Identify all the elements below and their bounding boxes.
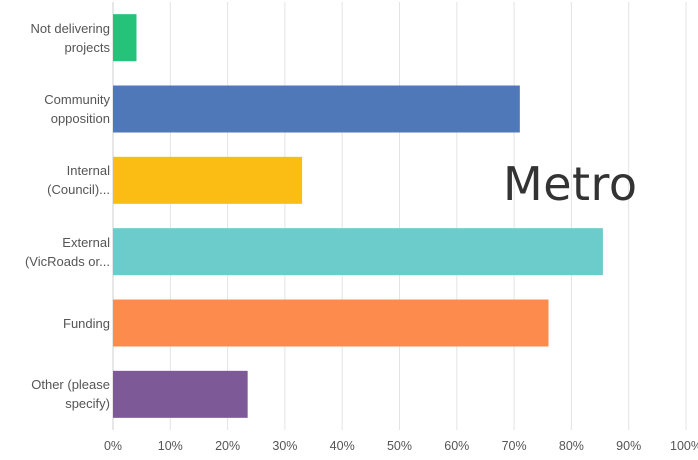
bar	[113, 14, 137, 62]
category-label-line: specify)	[65, 396, 110, 412]
x-tick-label: 40%	[329, 439, 355, 453]
x-tick-label: 60%	[444, 439, 470, 453]
x-tick-label: 90%	[616, 439, 642, 453]
category-label: Funding	[2, 314, 110, 333]
x-tick-label: 50%	[386, 439, 413, 453]
x-tick-label: 0%	[103, 439, 123, 453]
category-label-line: projects	[64, 39, 110, 55]
category-label: Not delivering projects	[2, 19, 111, 57]
category-label: Other (please specify)	[2, 375, 110, 413]
category-label-line: Internal	[66, 163, 110, 179]
x-tick-label: 20%	[215, 439, 241, 453]
category-label: Internal (Council)...	[2, 161, 110, 199]
metro-overlay-label: Metro	[503, 157, 638, 211]
category-label-line: (VicRoads or...	[24, 253, 110, 269]
bar	[113, 156, 303, 204]
bar	[113, 370, 248, 418]
category-label: External (VicRoads or...	[2, 233, 110, 271]
bar	[113, 85, 520, 133]
category-label-line: Not delivering	[30, 20, 111, 36]
category-label-line: External	[62, 234, 110, 250]
category-label-line: Community	[44, 92, 110, 107]
category-label: Community opposition	[2, 90, 110, 128]
bar	[113, 228, 603, 276]
bar	[113, 299, 549, 347]
x-tick-label: 30%	[272, 439, 298, 453]
x-tick-label: 100%	[670, 439, 698, 453]
x-tick-label: 10%	[157, 439, 183, 453]
category-label-line: (Council)...	[47, 182, 110, 198]
category-label-line: opposition	[50, 111, 110, 126]
category-label-line: Funding	[63, 315, 110, 331]
x-tick-label: 80%	[558, 439, 584, 453]
x-tick-label: 70%	[501, 439, 527, 453]
category-label-line: Other (please	[31, 377, 110, 393]
